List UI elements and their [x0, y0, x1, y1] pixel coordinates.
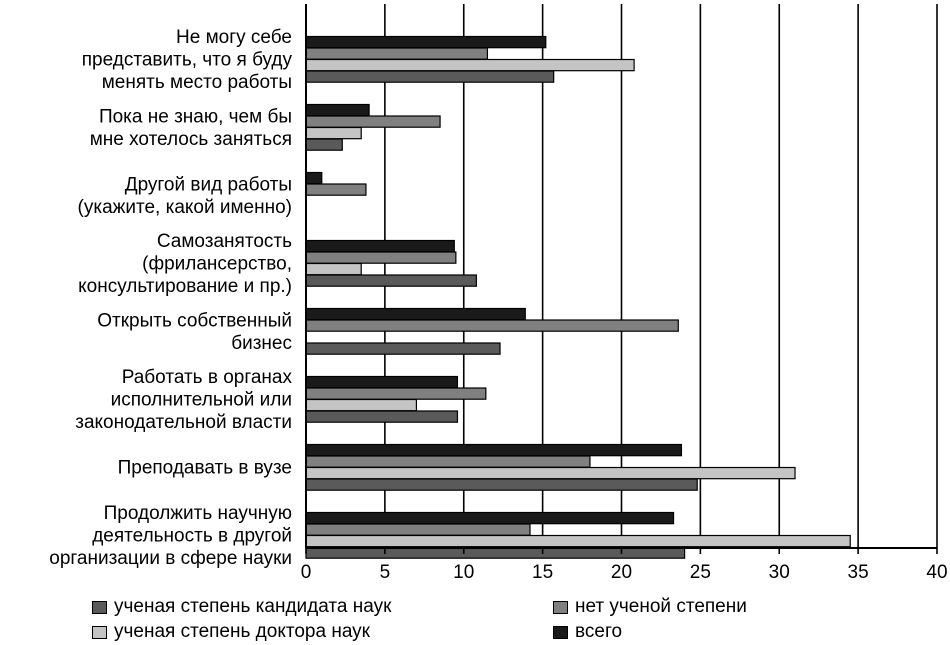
bar [305, 239, 455, 253]
bar [305, 455, 591, 468]
category-label-line: (укажите, какой именно) [78, 197, 292, 218]
x-tick-label: 0 [301, 562, 312, 583]
bars [305, 35, 851, 559]
bar [305, 534, 851, 548]
axes [305, 4, 938, 554]
bar [305, 307, 526, 321]
bar [305, 103, 370, 117]
category-label-line: организации в сфере науки [49, 548, 292, 569]
category-label-line: Работать в органах [122, 367, 293, 388]
category-label-line: Продолжить научную [104, 503, 292, 524]
category-label-line: Открыть собственный [97, 310, 292, 331]
legend-item: ученая степень доктора наук [92, 621, 370, 643]
bar [305, 319, 679, 332]
bar [305, 387, 487, 400]
category-label-line: деятельность в другой [92, 526, 292, 547]
bar [305, 466, 796, 480]
bar [305, 126, 362, 140]
x-tick-label: 25 [690, 562, 711, 583]
category-label-line: Другой вид работы [125, 174, 292, 195]
category-label: Открыть собственный бизнес [97, 310, 292, 354]
bar [305, 478, 698, 491]
category-label: Пока не знаю, чем бы мне хотелось занятьс… [90, 106, 292, 150]
bar [305, 274, 477, 287]
category-label-line: менять место работы [102, 72, 292, 93]
x-tick-label: 35 [848, 562, 869, 583]
x-tick-label: 5 [380, 562, 391, 583]
bar [305, 47, 489, 60]
legend-label: ученая степень доктора наук [114, 621, 370, 642]
x-tick-label: 10 [453, 562, 474, 583]
legend-label: всего [575, 621, 623, 642]
category-label-line: исполнительной или [111, 390, 292, 411]
category-label-line: Преподавать в вузе [118, 458, 292, 479]
bar [305, 511, 675, 525]
x-tick-labels: 0 5 10 15 20 25 30 35 40 [301, 562, 948, 583]
category-label: Другой вид работы (укажите, какой именно) [78, 174, 292, 218]
x-tick-label: 30 [769, 562, 790, 583]
x-tick-label: 20 [611, 562, 632, 583]
legend-swatch [92, 625, 107, 639]
category-label: Самозанятость (фрилансерство, консультиров… [78, 231, 292, 297]
category-label: Не могу себе представить, что я буду менят… [82, 27, 293, 93]
legend-swatch [92, 600, 107, 614]
bar [305, 410, 459, 423]
legend-label: нет ученой степени [575, 596, 747, 617]
bar [305, 171, 323, 185]
category-label: Преподавать в вузе [118, 458, 292, 479]
legend-swatch [553, 625, 568, 639]
category-label-line: мне хотелось заняться [90, 129, 292, 150]
category-label-line: законодательной власти [75, 412, 292, 433]
category-label: Работать в органах исполнительной или зако… [75, 367, 292, 433]
bar [305, 251, 457, 264]
bar [305, 262, 362, 276]
category-label-line: Не могу себе [176, 27, 292, 48]
legend-item: всего [553, 621, 622, 643]
category-label-line: представить, что я буду [82, 50, 293, 71]
legend-item: нет ученой степени [553, 596, 747, 618]
bar [305, 398, 418, 412]
category-labels: Не могу себе представить, что я буду менят… [49, 27, 292, 569]
bar [305, 115, 441, 128]
category-label-line: Самозанятость [157, 231, 292, 252]
x-tick-label: 15 [532, 562, 553, 583]
category-label-line: Пока не знаю, чем бы [99, 106, 292, 127]
bar [305, 138, 343, 151]
bar [305, 523, 531, 536]
x-tick-label: 40 [926, 562, 947, 583]
bar [305, 35, 547, 49]
category-label-line: бизнес [231, 333, 292, 354]
bar [305, 183, 367, 196]
bar [305, 70, 555, 83]
bar [305, 342, 501, 355]
bar [305, 375, 459, 389]
bar [305, 443, 683, 457]
bar [305, 58, 635, 72]
category-label: Продолжить научную деятельность в другой о… [49, 503, 292, 569]
category-label-line: консультирование и пр.) [78, 276, 292, 297]
gridlines [384, 4, 938, 548]
legend-label: ученая степень кандидата наук [114, 596, 392, 617]
legend-item: ученая степень кандидата наук [92, 596, 391, 618]
category-label-line: (фрилансерство, [142, 254, 292, 275]
legend-swatch [553, 600, 568, 614]
